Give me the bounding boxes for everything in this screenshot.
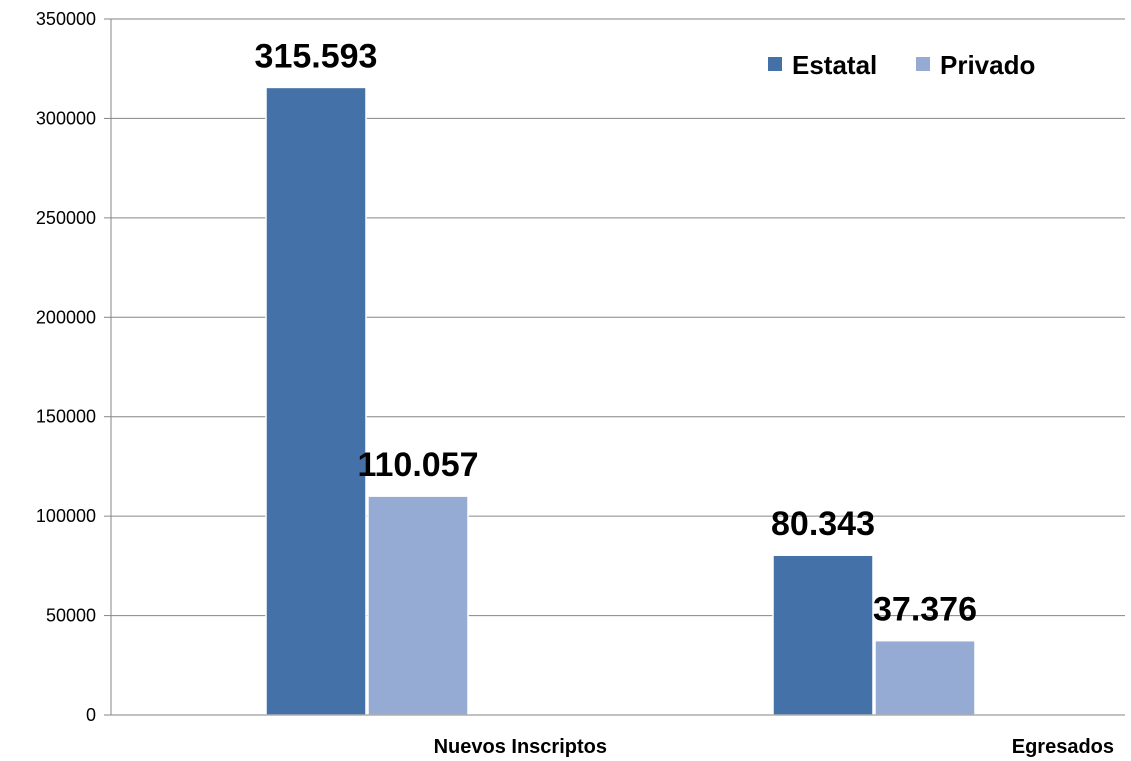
y-tick-label: 350000 <box>36 9 96 29</box>
bar-privado-0 <box>367 495 469 716</box>
data-label: 110.057 <box>357 446 478 484</box>
y-tick-label: 50000 <box>46 606 96 626</box>
x-axis: Nuevos Inscriptos Egresados <box>111 714 1125 758</box>
y-axis: 0 50000 100000 150000 200000 250000 300000 3500… <box>36 9 112 725</box>
legend-label-privado: Privado <box>940 50 1035 80</box>
legend-label-estatal: Estatal <box>792 50 877 80</box>
data-label: 80.343 <box>771 505 875 543</box>
bar-privado-1 <box>874 639 976 716</box>
x-category-label: Egresados <box>1012 736 1114 758</box>
y-tick-label: 200000 <box>36 307 96 327</box>
data-label: 37.376 <box>873 591 977 629</box>
y-tick-label: 300000 <box>36 108 96 128</box>
bars <box>265 86 976 716</box>
legend-swatch-privado <box>916 57 930 71</box>
legend: Estatal Privado <box>768 50 1035 80</box>
bar-estatal-1 <box>772 554 874 716</box>
x-category-label: Nuevos Inscriptos <box>434 736 607 758</box>
y-tick-label: 100000 <box>36 506 96 526</box>
bar-estatal-0 <box>265 86 367 716</box>
data-labels: 315.593 110.057 80.343 37.376 <box>255 37 977 628</box>
y-tick-label: 150000 <box>36 407 96 427</box>
legend-swatch-estatal <box>768 57 782 71</box>
y-tick-label: 0 <box>86 705 96 725</box>
data-label: 315.593 <box>255 37 378 75</box>
y-tick-label: 250000 <box>36 208 96 228</box>
